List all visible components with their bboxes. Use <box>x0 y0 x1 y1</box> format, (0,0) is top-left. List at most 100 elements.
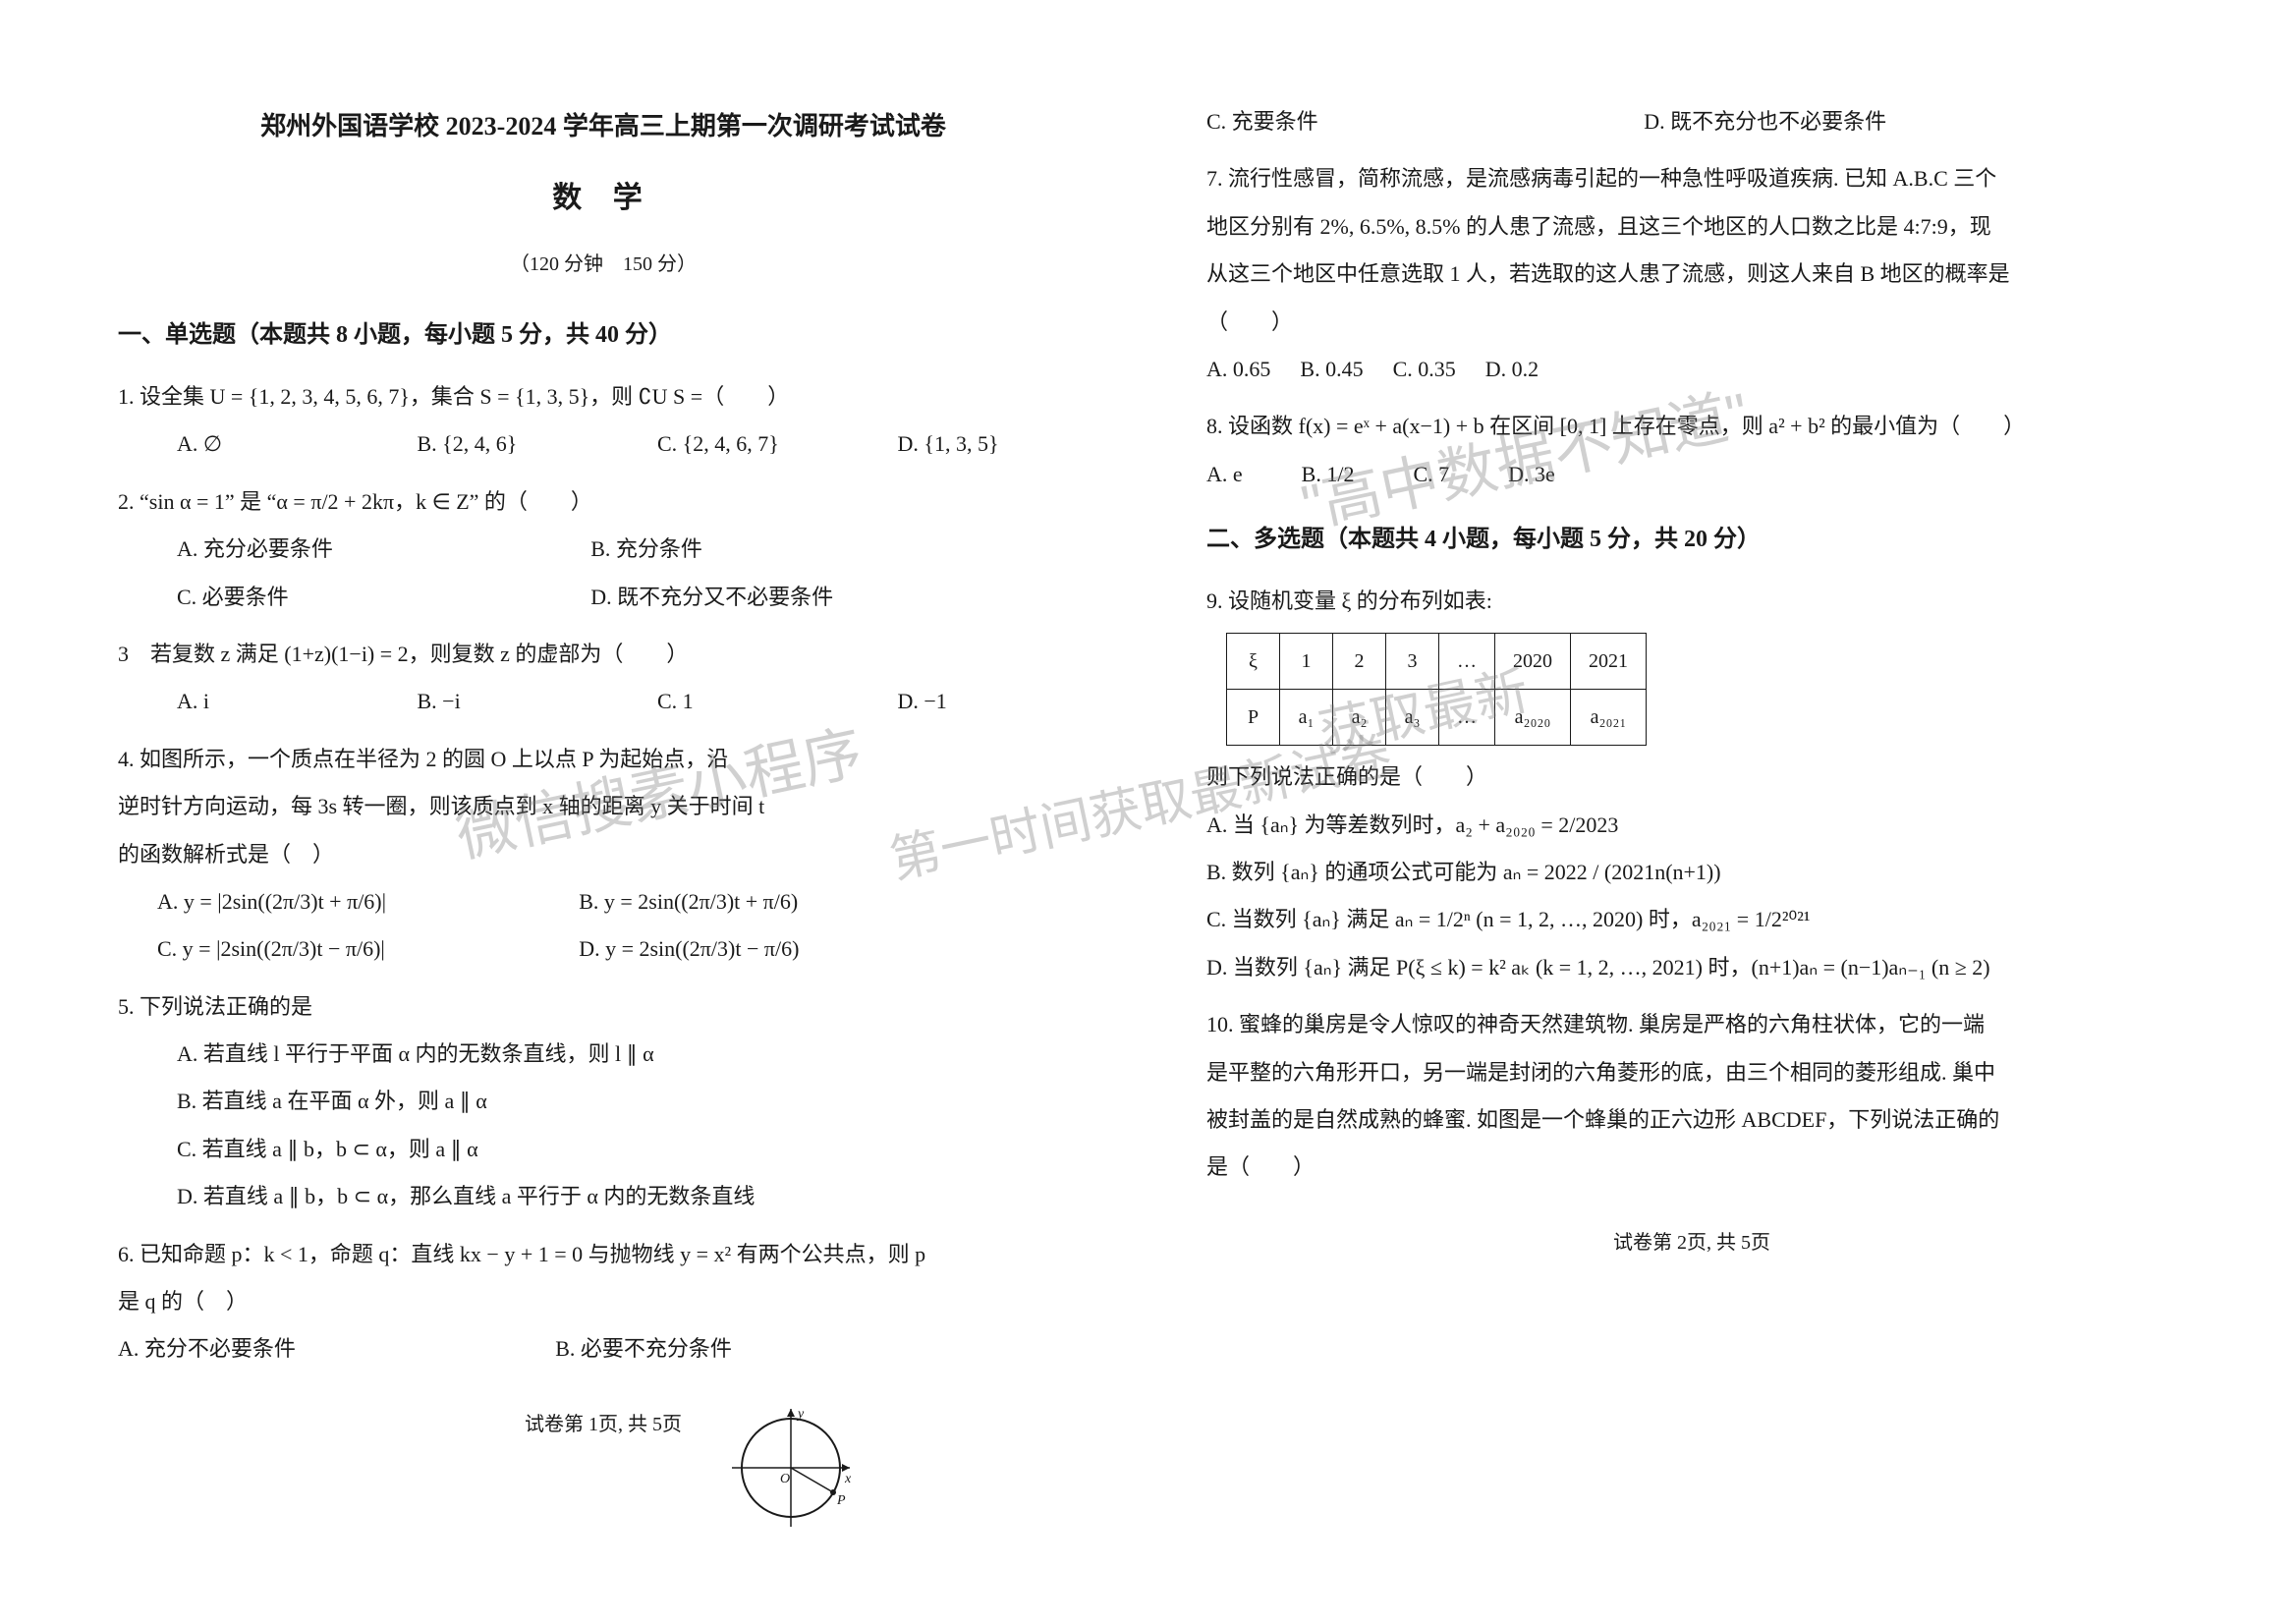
q8-options: A. e B. 1/2 C. 7 D. 3e <box>1206 451 2177 498</box>
q6-stem2: 是 q 的（ ） <box>118 1278 1089 1325</box>
question-10: 10. 蜜蜂的巢房是令人惊叹的神奇天然建筑物. 巢房是严格的六角柱状体，它的一端… <box>1206 1001 2177 1192</box>
circle-diagram: P O x y <box>727 1404 855 1532</box>
q4-stem3: 的函数解析式是（ ） <box>118 831 1089 878</box>
q7-opt-a: A. 0.65 <box>1206 346 1270 393</box>
q1-opt-c: C. {2, 4, 6, 7} <box>657 420 849 468</box>
table-row: ξ 1 2 3 … 2020 2021 <box>1227 634 1647 690</box>
footer-right: 试卷第 2页, 共 5页 <box>1206 1221 2177 1264</box>
section-1-heading: 一、单选题（本题共 8 小题，每小题 5 分，共 40 分） <box>118 309 1089 362</box>
tr-a2020: a₂₀₂₀ <box>1495 690 1571 746</box>
q6-options: A. 充分不必要条件 B. 必要不充分条件 <box>118 1325 1089 1372</box>
svg-text:P: P <box>836 1493 846 1508</box>
q3-opt-d: D. −1 <box>898 678 1090 725</box>
q3-opt-b: B. −i <box>418 678 609 725</box>
page-container: 郑州外国语学校 2023-2024 学年高三上期第一次调研考试试卷 数 学 （1… <box>0 0 2295 1624</box>
tr-a2: a₂ <box>1333 690 1386 746</box>
q4-opt-a: A. y = |2sin((2π/3)t + π/6)| <box>157 878 530 925</box>
th-dots: … <box>1439 634 1495 690</box>
q8-opt-c: C. 7 <box>1413 451 1449 498</box>
th-1: 1 <box>1280 634 1333 690</box>
right-column: C. 充要条件 D. 既不充分也不必要条件 7. 流行性感冒，简称流感，是流感病… <box>1148 98 2236 1565</box>
th-2: 2 <box>1333 634 1386 690</box>
question-8: 8. 设函数 f(x) = eˣ + a(x−1) + b 在区间 [0, 1]… <box>1206 403 2177 498</box>
q6-opt-b: B. 必要不充分条件 <box>555 1325 943 1372</box>
q3-stem: 3 若复数 z 满足 (1+z)(1−i) = 2，则复数 z 的虚部为（ ） <box>118 631 1089 678</box>
q8-opt-d: D. 3e <box>1508 451 1555 498</box>
question-1: 1. 设全集 U = {1, 2, 3, 4, 5, 6, 7}，集合 S = … <box>118 373 1089 469</box>
q4-stem2: 逆时针方向运动，每 3s 转一圈，则该质点到 x 轴的距离 y 关于时间 t <box>118 783 1089 830</box>
q2-opt-c: C. 必要条件 <box>177 574 541 621</box>
th-xi: ξ <box>1227 634 1280 690</box>
left-column: 郑州外国语学校 2023-2024 学年高三上期第一次调研考试试卷 数 学 （1… <box>59 98 1148 1565</box>
svg-text:y: y <box>796 1407 805 1422</box>
q5-opt-a: A. 若直线 l 平行于平面 α 内的无数条直线，则 l ∥ α <box>118 1031 1089 1078</box>
q6-opt-d: D. 既不充分也不必要条件 <box>1644 98 2032 145</box>
distribution-table: ξ 1 2 3 … 2020 2021 P a₁ a₂ a₃ … a₂₀₂₀ a… <box>1226 633 1647 746</box>
q7-stem4: （ ） <box>1206 299 2177 346</box>
th-2021: 2021 <box>1571 634 1647 690</box>
th-3: 3 <box>1386 634 1439 690</box>
q9-sub: 则下列说法正确的是（ ） <box>1206 754 2177 801</box>
q7-opt-c: C. 0.35 <box>1393 346 1456 393</box>
q1-opt-b: B. {2, 4, 6} <box>418 420 609 468</box>
tr-a3: a₃ <box>1386 690 1439 746</box>
q1-stem: 1. 设全集 U = {1, 2, 3, 4, 5, 6, 7}，集合 S = … <box>118 373 1089 420</box>
question-6: 6. 已知命题 p：k < 1，命题 q：直线 kx − y + 1 = 0 与… <box>118 1231 1089 1373</box>
tr-dots: … <box>1439 690 1495 746</box>
q2-stem: 2. “sin α = 1” 是 “α = π/2 + 2kπ，k ∈ Z” 的… <box>118 478 1089 526</box>
q10-stem3: 被封盖的是自然成熟的蜂蜜. 如图是一个蜂巢的正六边形 ABCDEF，下列说法正确… <box>1206 1096 2177 1144</box>
q2-opt-a: A. 充分必要条件 <box>177 526 541 573</box>
q7-stem1: 7. 流行性感冒，简称流感，是流感病毒引起的一种急性呼吸道疾病. 已知 A.B.… <box>1206 155 2177 202</box>
table-row: P a₁ a₂ a₃ … a₂₀₂₀ a₂₀₂₁ <box>1227 690 1647 746</box>
title-subject: 数 学 <box>118 166 1089 231</box>
q5-opt-d: D. 若直线 a ∥ b，b ⊂ α，那么直线 a 平行于 α 内的无数条直线 <box>118 1173 1089 1220</box>
question-7: 7. 流行性感冒，简称流感，是流感病毒引起的一种急性呼吸道疾病. 已知 A.B.… <box>1206 155 2177 393</box>
tr-a1: a₁ <box>1280 690 1333 746</box>
q3-options: A. i B. −i C. 1 D. −1 <box>118 678 1089 725</box>
q6-opt-c: C. 充要条件 <box>1206 98 1595 145</box>
q5-stem: 5. 下列说法正确的是 <box>118 983 1089 1031</box>
question-4: 4. 如图所示，一个质点在半径为 2 的圆 O 上以点 P 为起始点，沿 逆时针… <box>118 736 1089 974</box>
question-2: 2. “sin α = 1” 是 “α = π/2 + 2kπ，k ∈ Z” 的… <box>118 478 1089 621</box>
q5-opt-b: B. 若直线 a 在平面 α 外，则 a ∥ α <box>118 1078 1089 1125</box>
q9-opt-b: B. 数列 {aₙ} 的通项公式可能为 aₙ = 2022 / (2021n(n… <box>1206 849 2177 896</box>
q8-opt-b: B. 1/2 <box>1302 451 1355 498</box>
q1-opt-a: A. ∅ <box>177 420 368 468</box>
q9-opt-d: D. 当数列 {aₙ} 满足 P(ξ ≤ k) = k² aₖ (k = 1, … <box>1206 944 2177 991</box>
q1-options: A. ∅ B. {2, 4, 6} C. {2, 4, 6, 7} D. {1,… <box>118 420 1089 468</box>
q10-stem1: 10. 蜜蜂的巢房是令人惊叹的神奇天然建筑物. 巢房是严格的六角柱状体，它的一端 <box>1206 1001 2177 1048</box>
question-3: 3 若复数 z 满足 (1+z)(1−i) = 2，则复数 z 的虚部为（ ） … <box>118 631 1089 726</box>
section-2-heading: 二、多选题（本题共 4 小题，每小题 5 分，共 20 分） <box>1206 514 2177 566</box>
svg-text:O: O <box>780 1472 790 1486</box>
question-5: 5. 下列说法正确的是 A. 若直线 l 平行于平面 α 内的无数条直线，则 l… <box>118 983 1089 1221</box>
q10-stem4: 是（ ） <box>1206 1144 2177 1191</box>
q6-stem1: 6. 已知命题 p：k < 1，命题 q：直线 kx − y + 1 = 0 与… <box>118 1231 1089 1278</box>
q9-stem: 9. 设随机变量 ξ 的分布列如表: <box>1206 578 2177 625</box>
q7-opt-d: D. 0.2 <box>1485 346 1539 393</box>
q4-opt-b: B. y = 2sin((2π/3)t + π/6) <box>579 878 951 925</box>
tr-a2021: a₂₀₂₁ <box>1571 690 1647 746</box>
q6-opt-a: A. 充分不必要条件 <box>118 1325 506 1372</box>
title-time: （120 分钟 150 分） <box>118 243 1089 286</box>
q4-opt-d: D. y = 2sin((2π/3)t − π/6) <box>579 925 951 973</box>
q9-opt-c: C. 当数列 {aₙ} 满足 aₙ = 1/2ⁿ (n = 1, 2, …, 2… <box>1206 896 2177 943</box>
q5-opt-c: C. 若直线 a ∥ b，b ⊂ α，则 a ∥ α <box>118 1126 1089 1173</box>
q8-stem: 8. 设函数 f(x) = eˣ + a(x−1) + b 在区间 [0, 1]… <box>1206 403 2177 450</box>
q7-options: A. 0.65 B. 0.45 C. 0.35 D. 0.2 <box>1206 346 2177 393</box>
q4-opt-c: C. y = |2sin((2π/3)t − π/6)| <box>157 925 530 973</box>
question-9: 9. 设随机变量 ξ 的分布列如表: ξ 1 2 3 … 2020 2021 P… <box>1206 578 2177 991</box>
q4-options: A. y = |2sin((2π/3)t + π/6)| B. y = 2sin… <box>118 878 1089 974</box>
q7-opt-b: B. 0.45 <box>1300 346 1363 393</box>
q2-options: A. 充分必要条件 B. 充分条件 C. 必要条件 D. 既不充分又不必要条件 <box>118 526 1089 621</box>
q1-opt-d: D. {1, 3, 5} <box>898 420 1090 468</box>
q2-opt-b: B. 充分条件 <box>590 526 955 573</box>
q2-opt-d: D. 既不充分又不必要条件 <box>590 574 955 621</box>
q4-stem1: 4. 如图所示，一个质点在半径为 2 的圆 O 上以点 P 为起始点，沿 <box>118 736 1089 783</box>
q3-opt-a: A. i <box>177 678 368 725</box>
q7-stem2: 地区分别有 2%, 6.5%, 8.5% 的人患了流感，且这三个地区的人口数之比… <box>1206 203 2177 251</box>
q10-stem2: 是平整的六角形开口，另一端是封闭的六角菱形的底，由三个相同的菱形组成. 巢中 <box>1206 1049 2177 1096</box>
q6-options-cont: C. 充要条件 D. 既不充分也不必要条件 <box>1206 98 2177 145</box>
tr-p: P <box>1227 690 1280 746</box>
th-2020: 2020 <box>1495 634 1571 690</box>
svg-text:x: x <box>844 1472 852 1486</box>
